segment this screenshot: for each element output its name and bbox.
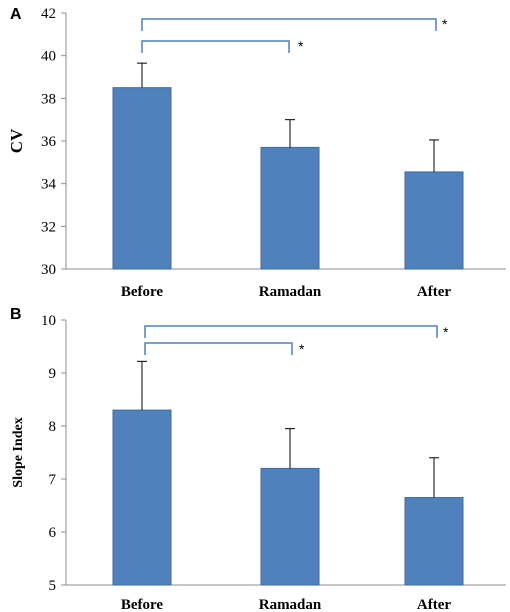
bar-before — [112, 409, 172, 586]
y-tick-label: 40 — [41, 49, 56, 65]
y-tick-label: 42 — [41, 6, 56, 22]
y-tick-label: 10 — [41, 313, 56, 329]
y-tick-label: 34 — [41, 177, 57, 193]
panel-letter: A — [10, 6, 22, 23]
y-tick-label: 8 — [49, 419, 57, 435]
y-tick-label: 9 — [49, 366, 57, 382]
category-label: After — [417, 284, 451, 300]
y-axis-title: CV — [7, 128, 26, 153]
y-tick-label: 6 — [49, 525, 57, 541]
significance-star: * — [298, 38, 304, 54]
significance-star: * — [299, 341, 305, 357]
significance-bracket — [144, 342, 293, 355]
bar-before — [112, 87, 172, 270]
y-tick-label: 32 — [41, 219, 56, 235]
category-label: Ramadan — [259, 597, 322, 612]
category-label: Before — [121, 597, 164, 612]
panel-letter: B — [10, 306, 22, 323]
bar-after — [404, 171, 464, 270]
category-label: Ramadan — [259, 284, 322, 300]
significance-bracket — [144, 325, 438, 338]
y-tick-label: 38 — [41, 91, 56, 107]
y-axis-title: Slope Index — [11, 417, 26, 487]
significance-bracket — [141, 40, 290, 53]
bar-after — [404, 497, 464, 586]
significance-bracket — [141, 18, 437, 31]
bar-ramadan — [260, 467, 320, 586]
significance-star: * — [442, 16, 448, 32]
bar-ramadan — [260, 146, 320, 270]
significance-star: * — [443, 324, 449, 340]
category-label: Before — [121, 284, 164, 300]
y-tick-label: 5 — [49, 578, 57, 594]
y-tick-label: 30 — [41, 262, 56, 278]
category-label: After — [417, 597, 451, 612]
panel-b: B 5 6 7 8 9 10 Slope Index Before Ramadan After * * — [10, 306, 506, 612]
y-tick-label: 7 — [49, 472, 57, 488]
panel-a: A 30 32 34 36 38 40 42 CV Before Ramadan After * * — [7, 6, 506, 300]
y-tick-label: 36 — [41, 134, 57, 150]
